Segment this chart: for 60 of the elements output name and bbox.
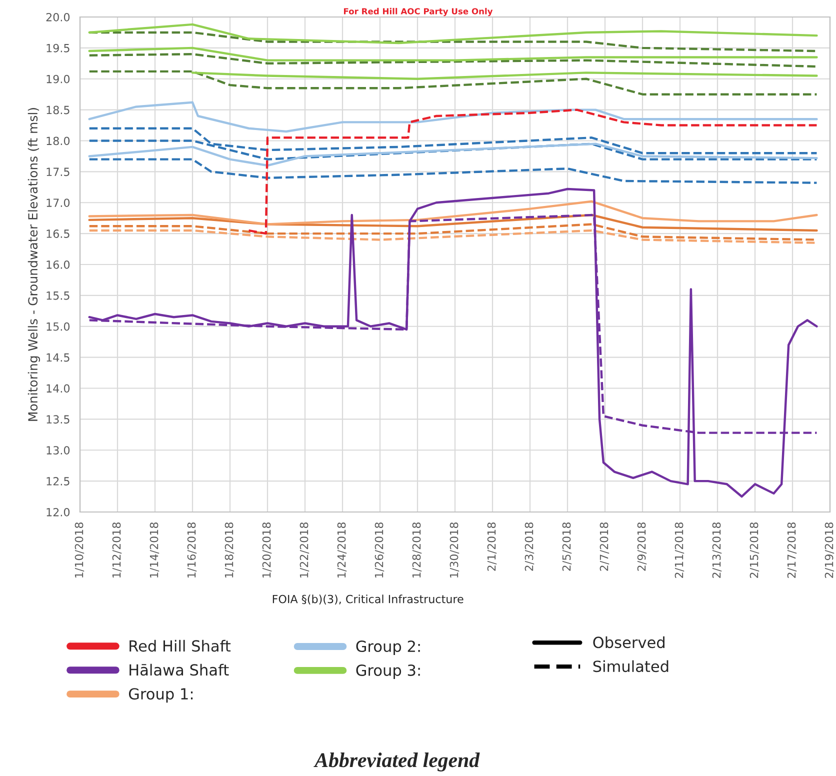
legend-label: Group 1:	[128, 688, 193, 703]
y-tick-label: 19.0	[46, 74, 70, 84]
y-tick-label: 16.5	[46, 230, 70, 238]
legend-label: Hālawa Shaft	[130, 664, 229, 676]
y-tick-label: 13.0	[46, 446, 70, 455]
x-tick-label: 2/5/2018	[562, 522, 572, 571]
y-tick-label: 13.5	[46, 415, 70, 424]
x-tick-label: 2/1/2018	[487, 522, 497, 571]
x-tick-label: 2/15/2018	[750, 522, 760, 578]
text: FOIA §(b)(3), Critical Infrastructure	[272, 594, 464, 605]
line-series	[88, 200, 818, 226]
legend-label: Red Hill Shaft	[130, 640, 231, 652]
y-tick-label: 16.0	[46, 260, 70, 269]
y-axis-title: Monitoring Wells - Groundwater Elevations (ft msl)	[28, 108, 40, 421]
y-tick-label: 15.0	[46, 322, 70, 331]
x-tick-label: 1/10/2018	[74, 522, 84, 578]
text: Observed	[593, 636, 664, 648]
y-tick-label: 17.0	[46, 198, 70, 208]
y-tick-label: 14.5	[46, 353, 70, 362]
y-tick-label: 18.0	[46, 136, 70, 146]
line-series	[248, 108, 818, 235]
text: Abbreviated legend	[314, 752, 480, 772]
line-series	[88, 46, 818, 62]
line-series	[88, 70, 818, 96]
legend-label: Group 3:	[356, 664, 420, 679]
line-series	[88, 53, 818, 68]
x-tick-label: 1/26/2018	[374, 522, 384, 578]
line-series	[88, 142, 818, 167]
x-tick-label: 1/12/2018	[112, 522, 122, 578]
line-series	[88, 101, 818, 133]
x-tick-label: 1/20/2018	[262, 522, 272, 578]
line-series	[88, 158, 818, 184]
line-series	[88, 23, 818, 44]
x-tick-label: 1/14/2018	[150, 522, 160, 578]
y-tick-label: 17.5	[46, 168, 70, 176]
x-tick-label: 1/18/2018	[224, 522, 234, 578]
legend-label: Group 2:	[356, 640, 420, 656]
y-tick-label: 15.5	[46, 292, 70, 300]
line-series	[88, 214, 818, 232]
y-tick-label: 20.0	[46, 12, 70, 22]
x-tick-label: 1/16/2018	[187, 522, 197, 578]
x-tick-label: 2/11/2018	[674, 522, 684, 578]
x-tick-label: 1/24/2018	[337, 522, 347, 578]
x-tick-label: 2/7/2018	[600, 522, 610, 571]
y-tick-label: 14.0	[46, 384, 70, 393]
y-tick-label: 18.5	[46, 106, 70, 114]
x-tick-label: 2/19/2018	[824, 522, 834, 578]
text: Simulated	[593, 660, 668, 672]
x-tick-label: 1/28/2018	[412, 522, 422, 578]
y-tick-label: 12.0	[46, 508, 70, 516]
y-tick-label: 12.5	[46, 477, 70, 486]
y-tick-label: 19.5	[46, 44, 70, 52]
line-series	[88, 188, 818, 498]
x-tick-label: 2/9/2018	[637, 522, 647, 571]
x-tick-label: 2/17/2018	[787, 522, 797, 578]
x-tick-label: 2/3/2018	[524, 522, 534, 571]
x-tick-label: 1/30/2018	[450, 522, 460, 578]
x-tick-label: 1/22/2018	[300, 522, 310, 578]
text: For Red Hill AOC Party Use Only	[344, 8, 493, 16]
x-tick-label: 2/13/2018	[712, 522, 722, 578]
